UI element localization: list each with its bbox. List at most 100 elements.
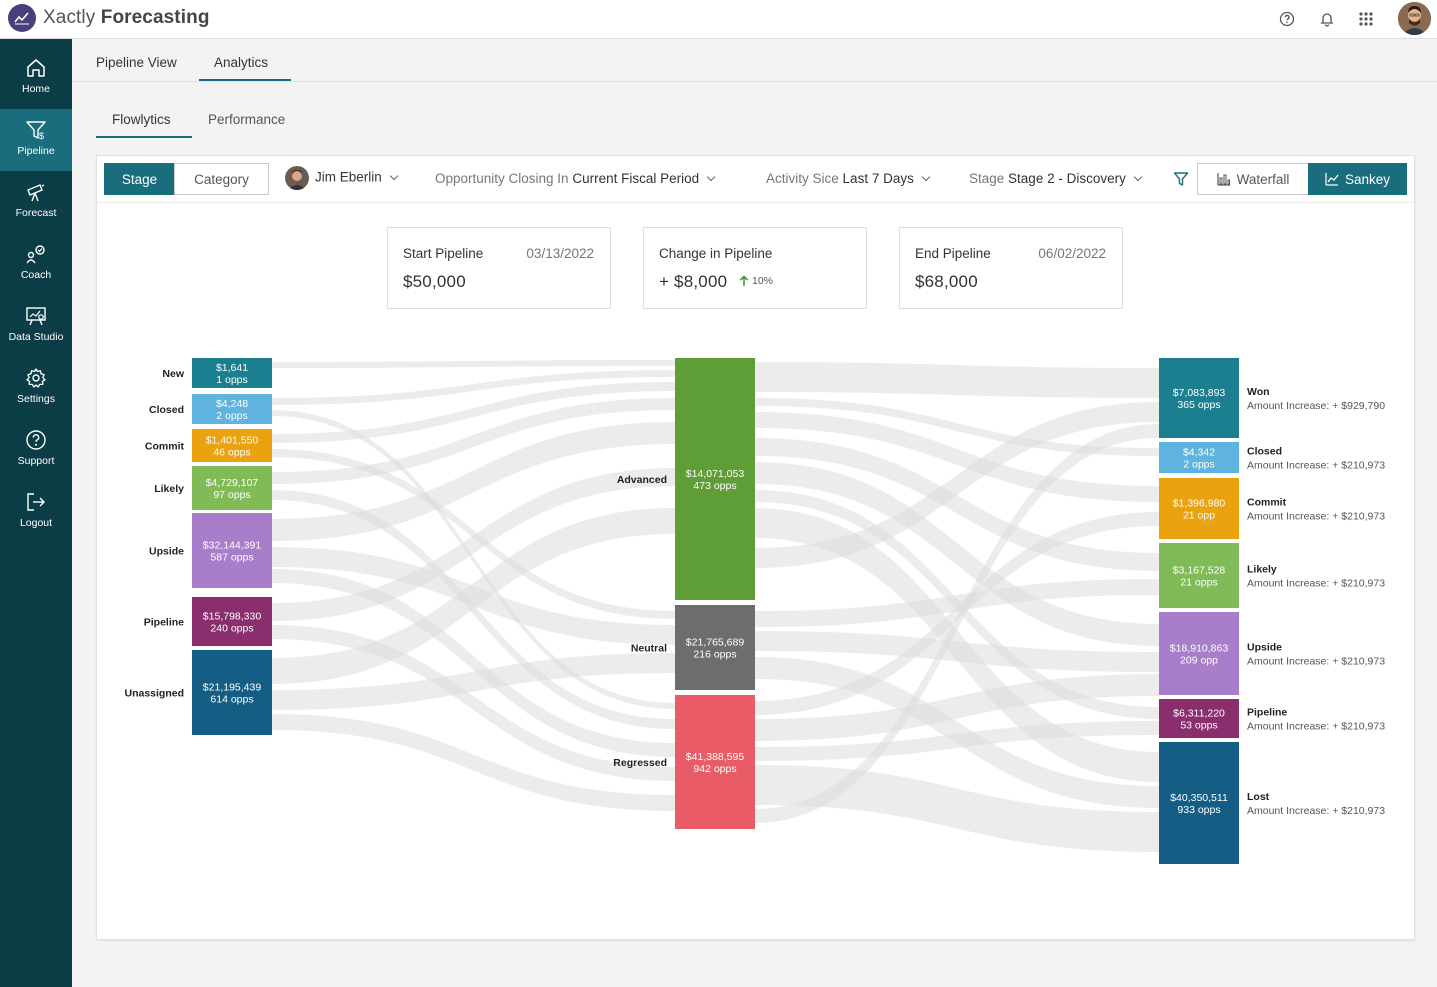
tab-pipeline-view[interactable]: Pipeline View xyxy=(96,55,177,70)
sankey-node-amount: $4,729,107 xyxy=(206,477,259,489)
sankey-node-bar[interactable] xyxy=(192,466,272,510)
sankey-node-amount-increase: Amount Increase: + $210,973 xyxy=(1247,511,1385,523)
sankey-link xyxy=(272,449,675,619)
activity-since-label: Activity Sice xyxy=(766,171,839,186)
sankey-link xyxy=(755,579,1159,627)
sankey-node-label: Closed xyxy=(149,404,184,416)
sankey-node-bar[interactable] xyxy=(675,605,755,690)
coach-icon xyxy=(26,245,45,264)
filter-funnel-icon[interactable] xyxy=(1173,171,1189,192)
sankey-node-bar[interactable] xyxy=(1159,442,1239,473)
sankey-node-opps: 97 opps xyxy=(213,489,250,501)
sankey-view-button[interactable]: Sankey xyxy=(1308,163,1407,195)
svg-text:$: $ xyxy=(39,131,44,141)
sankey-node-label: Upside xyxy=(149,546,184,558)
sankey-node-bar[interactable] xyxy=(192,597,272,646)
sankey-node-bar[interactable] xyxy=(1159,742,1239,864)
sankey-node-label: Commit xyxy=(145,441,185,453)
sankey-node-bar[interactable] xyxy=(192,513,272,588)
sankey-node-bar[interactable] xyxy=(192,394,272,424)
closing-period-filter[interactable]: Opportunity Closing In Current Fiscal Pe… xyxy=(435,171,716,186)
sankey-node-opps: 614 opps xyxy=(210,694,253,706)
xactly-logo-icon[interactable] xyxy=(8,4,36,32)
sidebar-item-coach[interactable]: Coach xyxy=(0,233,72,295)
sidebar-item-forecast[interactable]: Forecast xyxy=(0,171,72,233)
sankey-link xyxy=(272,410,675,709)
user-filter[interactable]: Jim Eberlin xyxy=(285,166,399,190)
sankey-link xyxy=(755,512,1159,715)
sankey-link xyxy=(755,721,1159,761)
sankey-link xyxy=(755,438,1159,571)
sankey-link xyxy=(755,765,1159,852)
sankey-node-bar[interactable] xyxy=(1159,699,1239,738)
sankey-view-label: Sankey xyxy=(1344,171,1391,187)
sidebar-item-pipeline[interactable]: $ Pipeline xyxy=(0,109,72,171)
sankey-link xyxy=(272,382,675,443)
sankey-link xyxy=(272,360,675,368)
sankey-link xyxy=(272,653,675,710)
sankey-node-bar[interactable] xyxy=(675,358,755,600)
stage-filter[interactable]: Stage Stage 2 - Discovery xyxy=(969,171,1143,186)
sankey-link xyxy=(755,462,1159,646)
line-chart-icon xyxy=(1325,173,1339,186)
sankey-node-amount: $18,910,863 xyxy=(1170,643,1229,655)
sankey-node-label: Likely xyxy=(1247,564,1277,576)
change-percent: 10% xyxy=(739,275,773,287)
user-avatar[interactable] xyxy=(1398,2,1431,35)
sidebar-item-support[interactable]: Support xyxy=(0,419,72,481)
sidebar-item-label: Data Studio xyxy=(8,331,64,343)
card-date: 03/13/2022 xyxy=(526,246,594,261)
group-by-category-button[interactable]: Category xyxy=(174,163,269,195)
card-value: $68,000 xyxy=(915,272,978,291)
gear-icon xyxy=(26,368,46,388)
group-by-stage-button[interactable]: Stage xyxy=(104,163,175,195)
user-filter-value: Jim Eberlin xyxy=(315,169,382,185)
sidebar-item-logout[interactable]: Logout xyxy=(0,481,72,543)
sankey-node-bar[interactable] xyxy=(1159,358,1239,438)
tab-performance[interactable]: Performance xyxy=(208,112,286,127)
sankey-node-bar[interactable] xyxy=(675,695,755,829)
sidebar-item-home[interactable]: Home xyxy=(0,47,72,109)
sankey-node-amount-increase: Amount Increase: + $210,973 xyxy=(1247,578,1385,590)
sankey-node-bar[interactable] xyxy=(192,650,272,735)
apps-grid-icon[interactable] xyxy=(1356,9,1376,29)
sidebar-item-data-studio[interactable]: Data Studio xyxy=(0,295,72,357)
help-icon[interactable] xyxy=(1277,9,1297,29)
bell-icon[interactable] xyxy=(1317,9,1337,29)
sidebar-item-settings[interactable]: Settings xyxy=(0,357,72,419)
sankey-node-bar[interactable] xyxy=(1159,543,1239,608)
waterfall-view-button[interactable]: Waterfall xyxy=(1197,163,1309,195)
card-value: $50,000 xyxy=(403,272,466,291)
toolbar-divider xyxy=(97,202,1414,203)
tab-analytics[interactable]: Analytics xyxy=(214,55,269,70)
sankey-link xyxy=(272,422,675,541)
sankey-node-bar[interactable] xyxy=(1159,612,1239,695)
sankey-node-amount: $1,641 xyxy=(216,362,248,374)
activity-since-filter[interactable]: Activity Sice Last 7 Days xyxy=(766,171,931,186)
sankey-node-bar[interactable] xyxy=(192,429,272,462)
sankey-node-bar[interactable] xyxy=(1159,478,1239,539)
tab-flowlytics[interactable]: Flowlytics xyxy=(112,112,171,127)
sankey-node-bar[interactable] xyxy=(192,358,272,388)
sankey-link xyxy=(755,362,1159,398)
sidebar-item-label: Logout xyxy=(19,517,53,529)
end-pipeline-card: End Pipeline 06/02/2022 $68,000 xyxy=(899,227,1123,309)
